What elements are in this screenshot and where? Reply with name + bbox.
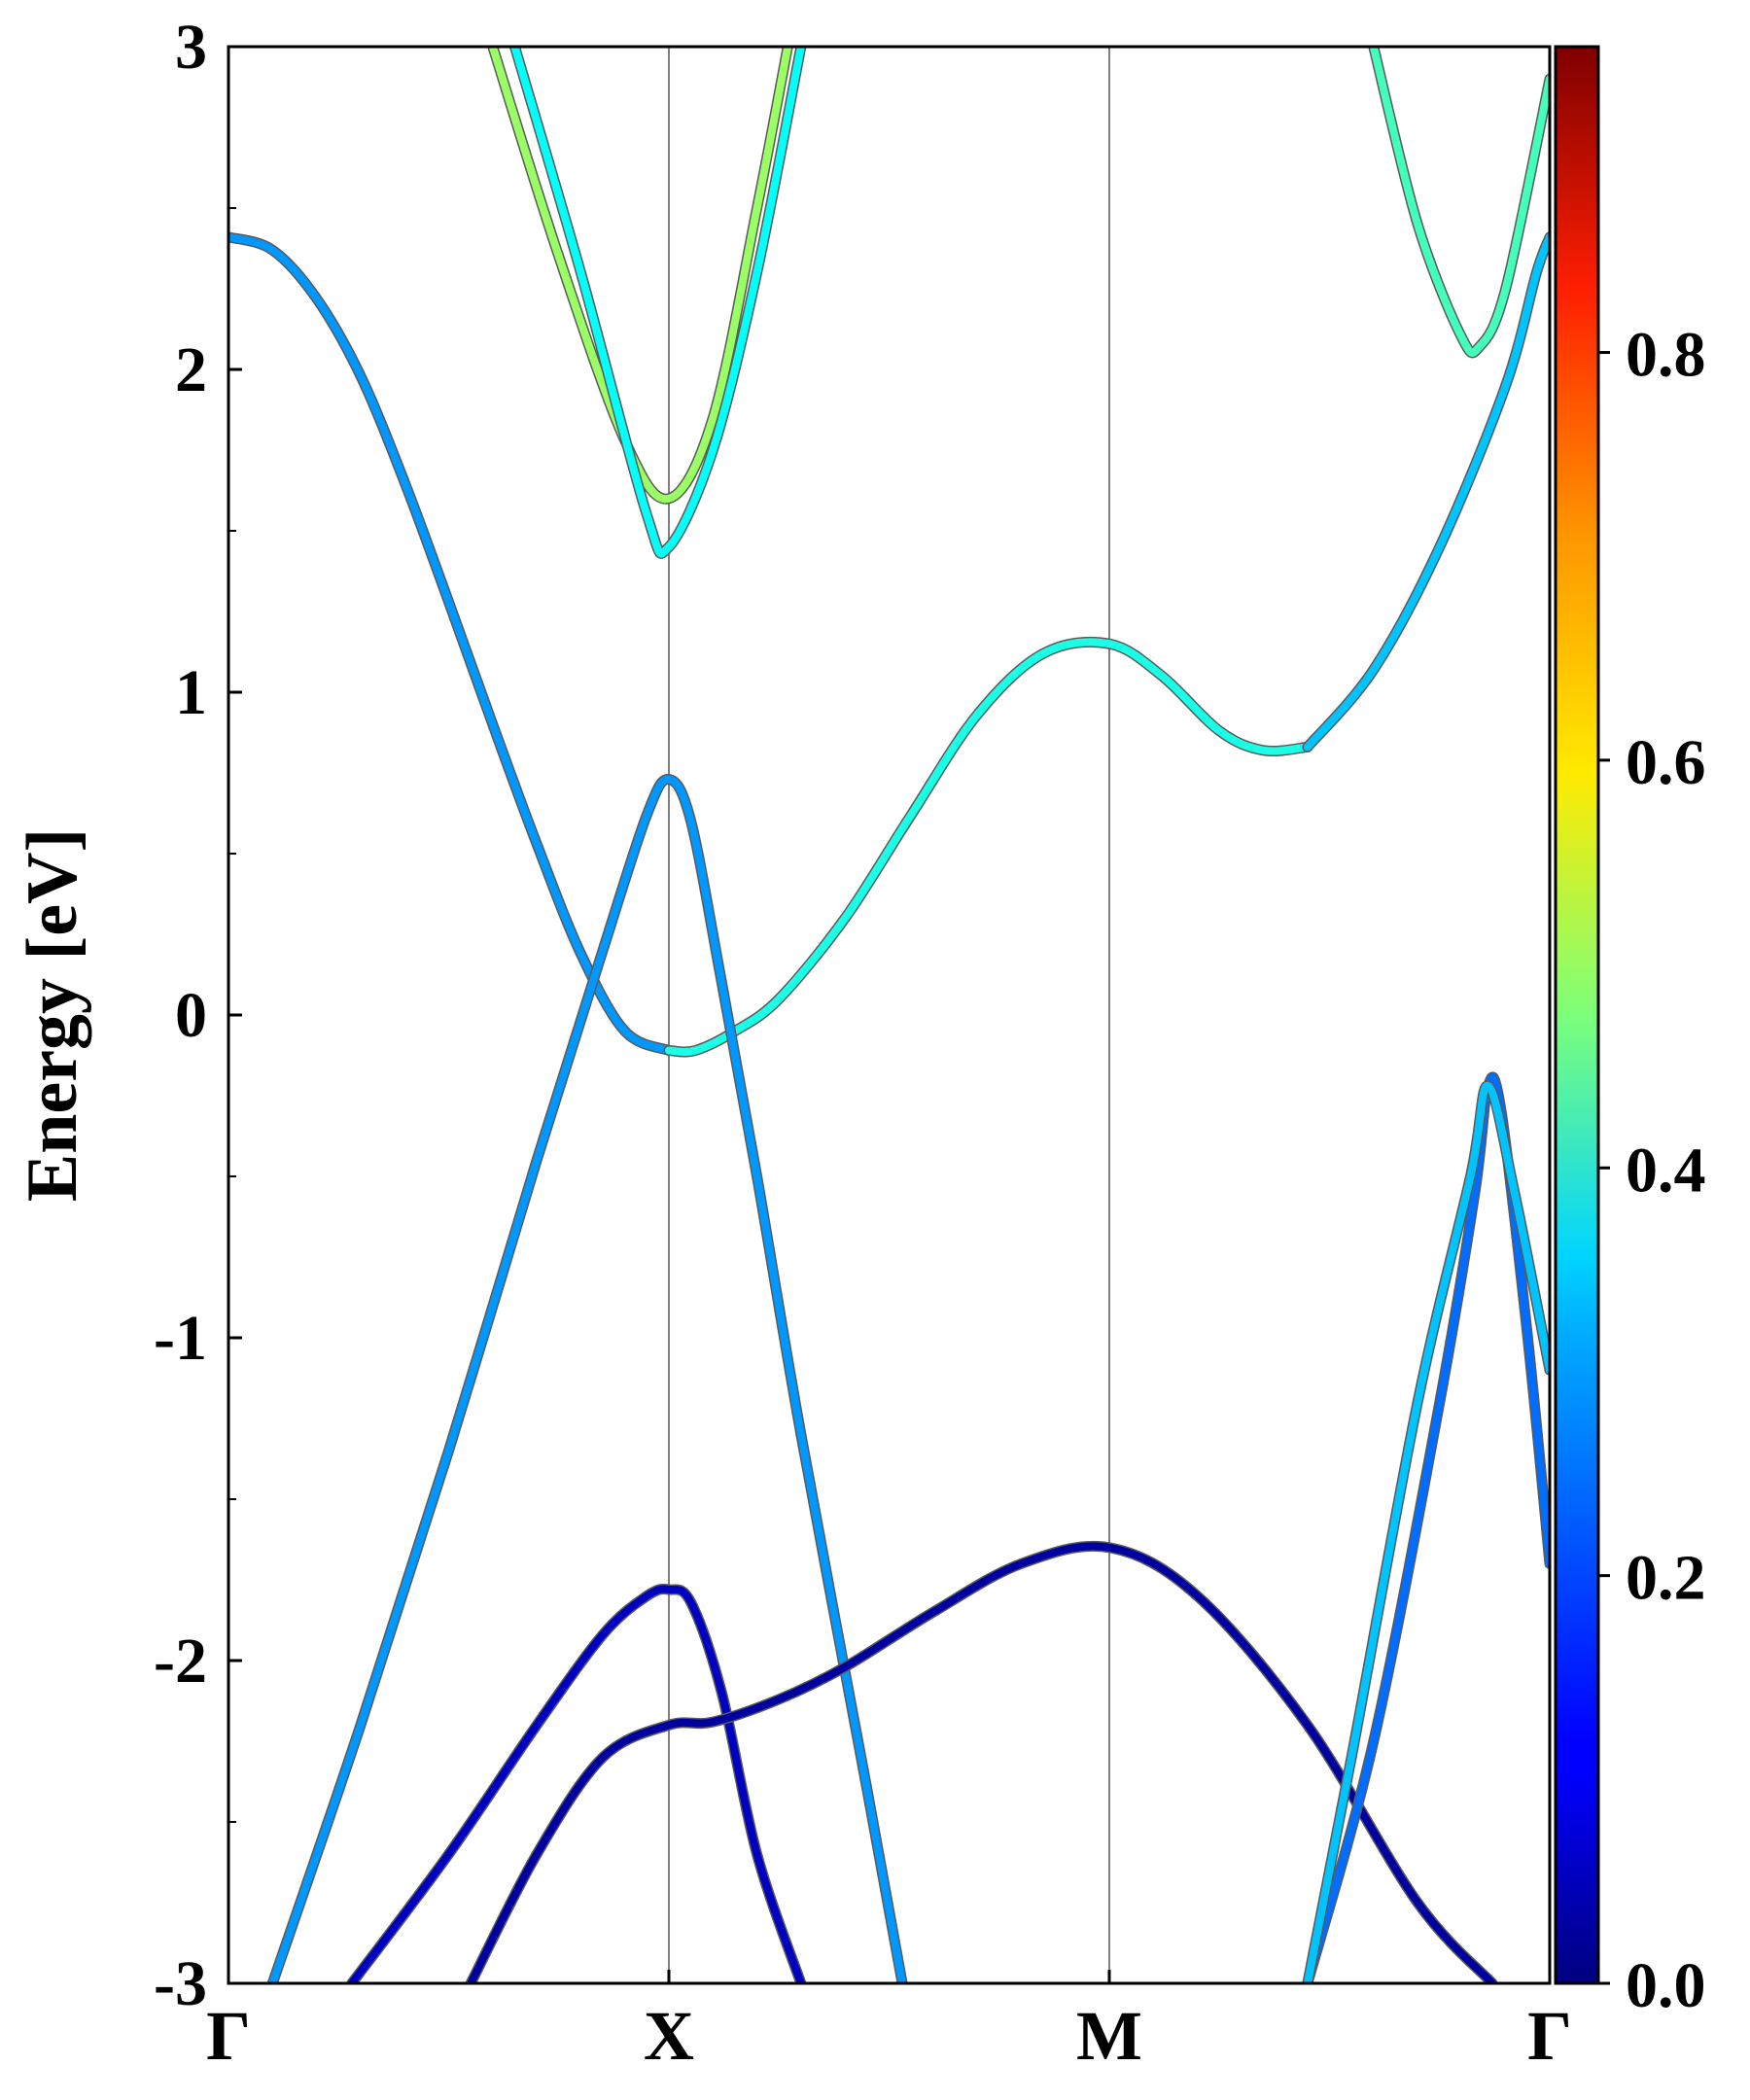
colorbar-tick-label-3: 0.6 bbox=[1626, 727, 1706, 798]
x-tick-label-0: Γ bbox=[206, 1997, 251, 2075]
band-3 bbox=[268, 775, 907, 1983]
band-6 bbox=[1303, 1072, 1550, 1983]
high-symmetry-lines bbox=[668, 47, 1110, 1983]
y-tick-label-3: 0 bbox=[175, 980, 207, 1051]
band-4 bbox=[347, 1585, 805, 1983]
colorbar bbox=[1554, 45, 1600, 1985]
x-tick-label-2: M bbox=[1076, 1997, 1142, 2075]
band-8 bbox=[488, 47, 792, 504]
energy-bands bbox=[228, 47, 1550, 1983]
band-0 bbox=[228, 232, 673, 1055]
colorbar-tick-label-1: 0.2 bbox=[1626, 1543, 1706, 1614]
band-9 bbox=[510, 47, 805, 558]
colorbar-tick-label-4: 0.8 bbox=[1626, 320, 1706, 391]
band-5 bbox=[467, 1542, 1497, 1983]
band-1 bbox=[665, 638, 1312, 1056]
band-2 bbox=[1303, 232, 1550, 752]
band-outline-2 bbox=[1302, 231, 1550, 752]
colorbar-tick-label-2: 0.4 bbox=[1626, 1135, 1706, 1206]
y-tick-label-0: 3 bbox=[175, 12, 207, 83]
y-tick-label-2: 1 bbox=[175, 657, 207, 728]
plot-frame bbox=[227, 45, 1552, 1985]
band-10 bbox=[1369, 47, 1550, 357]
x-tick-label-1: X bbox=[644, 1997, 694, 2075]
y-axis-label: Energy [eV] bbox=[13, 828, 92, 1202]
y-tick-label-6: -3 bbox=[154, 1948, 207, 2019]
y-tick-label-1: 2 bbox=[175, 334, 207, 405]
y-tick-label-4: -1 bbox=[154, 1303, 207, 1374]
colorbar-ticks: 0.0 0.2 0.4 0.6 0.8 bbox=[1598, 320, 1706, 2021]
band-7 bbox=[1303, 1082, 1550, 1983]
x-tick-label-3: Γ bbox=[1527, 1997, 1572, 2075]
colorbar-tick-label-0: 0.0 bbox=[1626, 1950, 1706, 2021]
band-outline-9 bbox=[509, 47, 807, 559]
y-tick-label-5: -2 bbox=[154, 1626, 207, 1697]
y-axis-ticks: 3 2 1 0 -1 -2 -3 bbox=[154, 12, 242, 2019]
